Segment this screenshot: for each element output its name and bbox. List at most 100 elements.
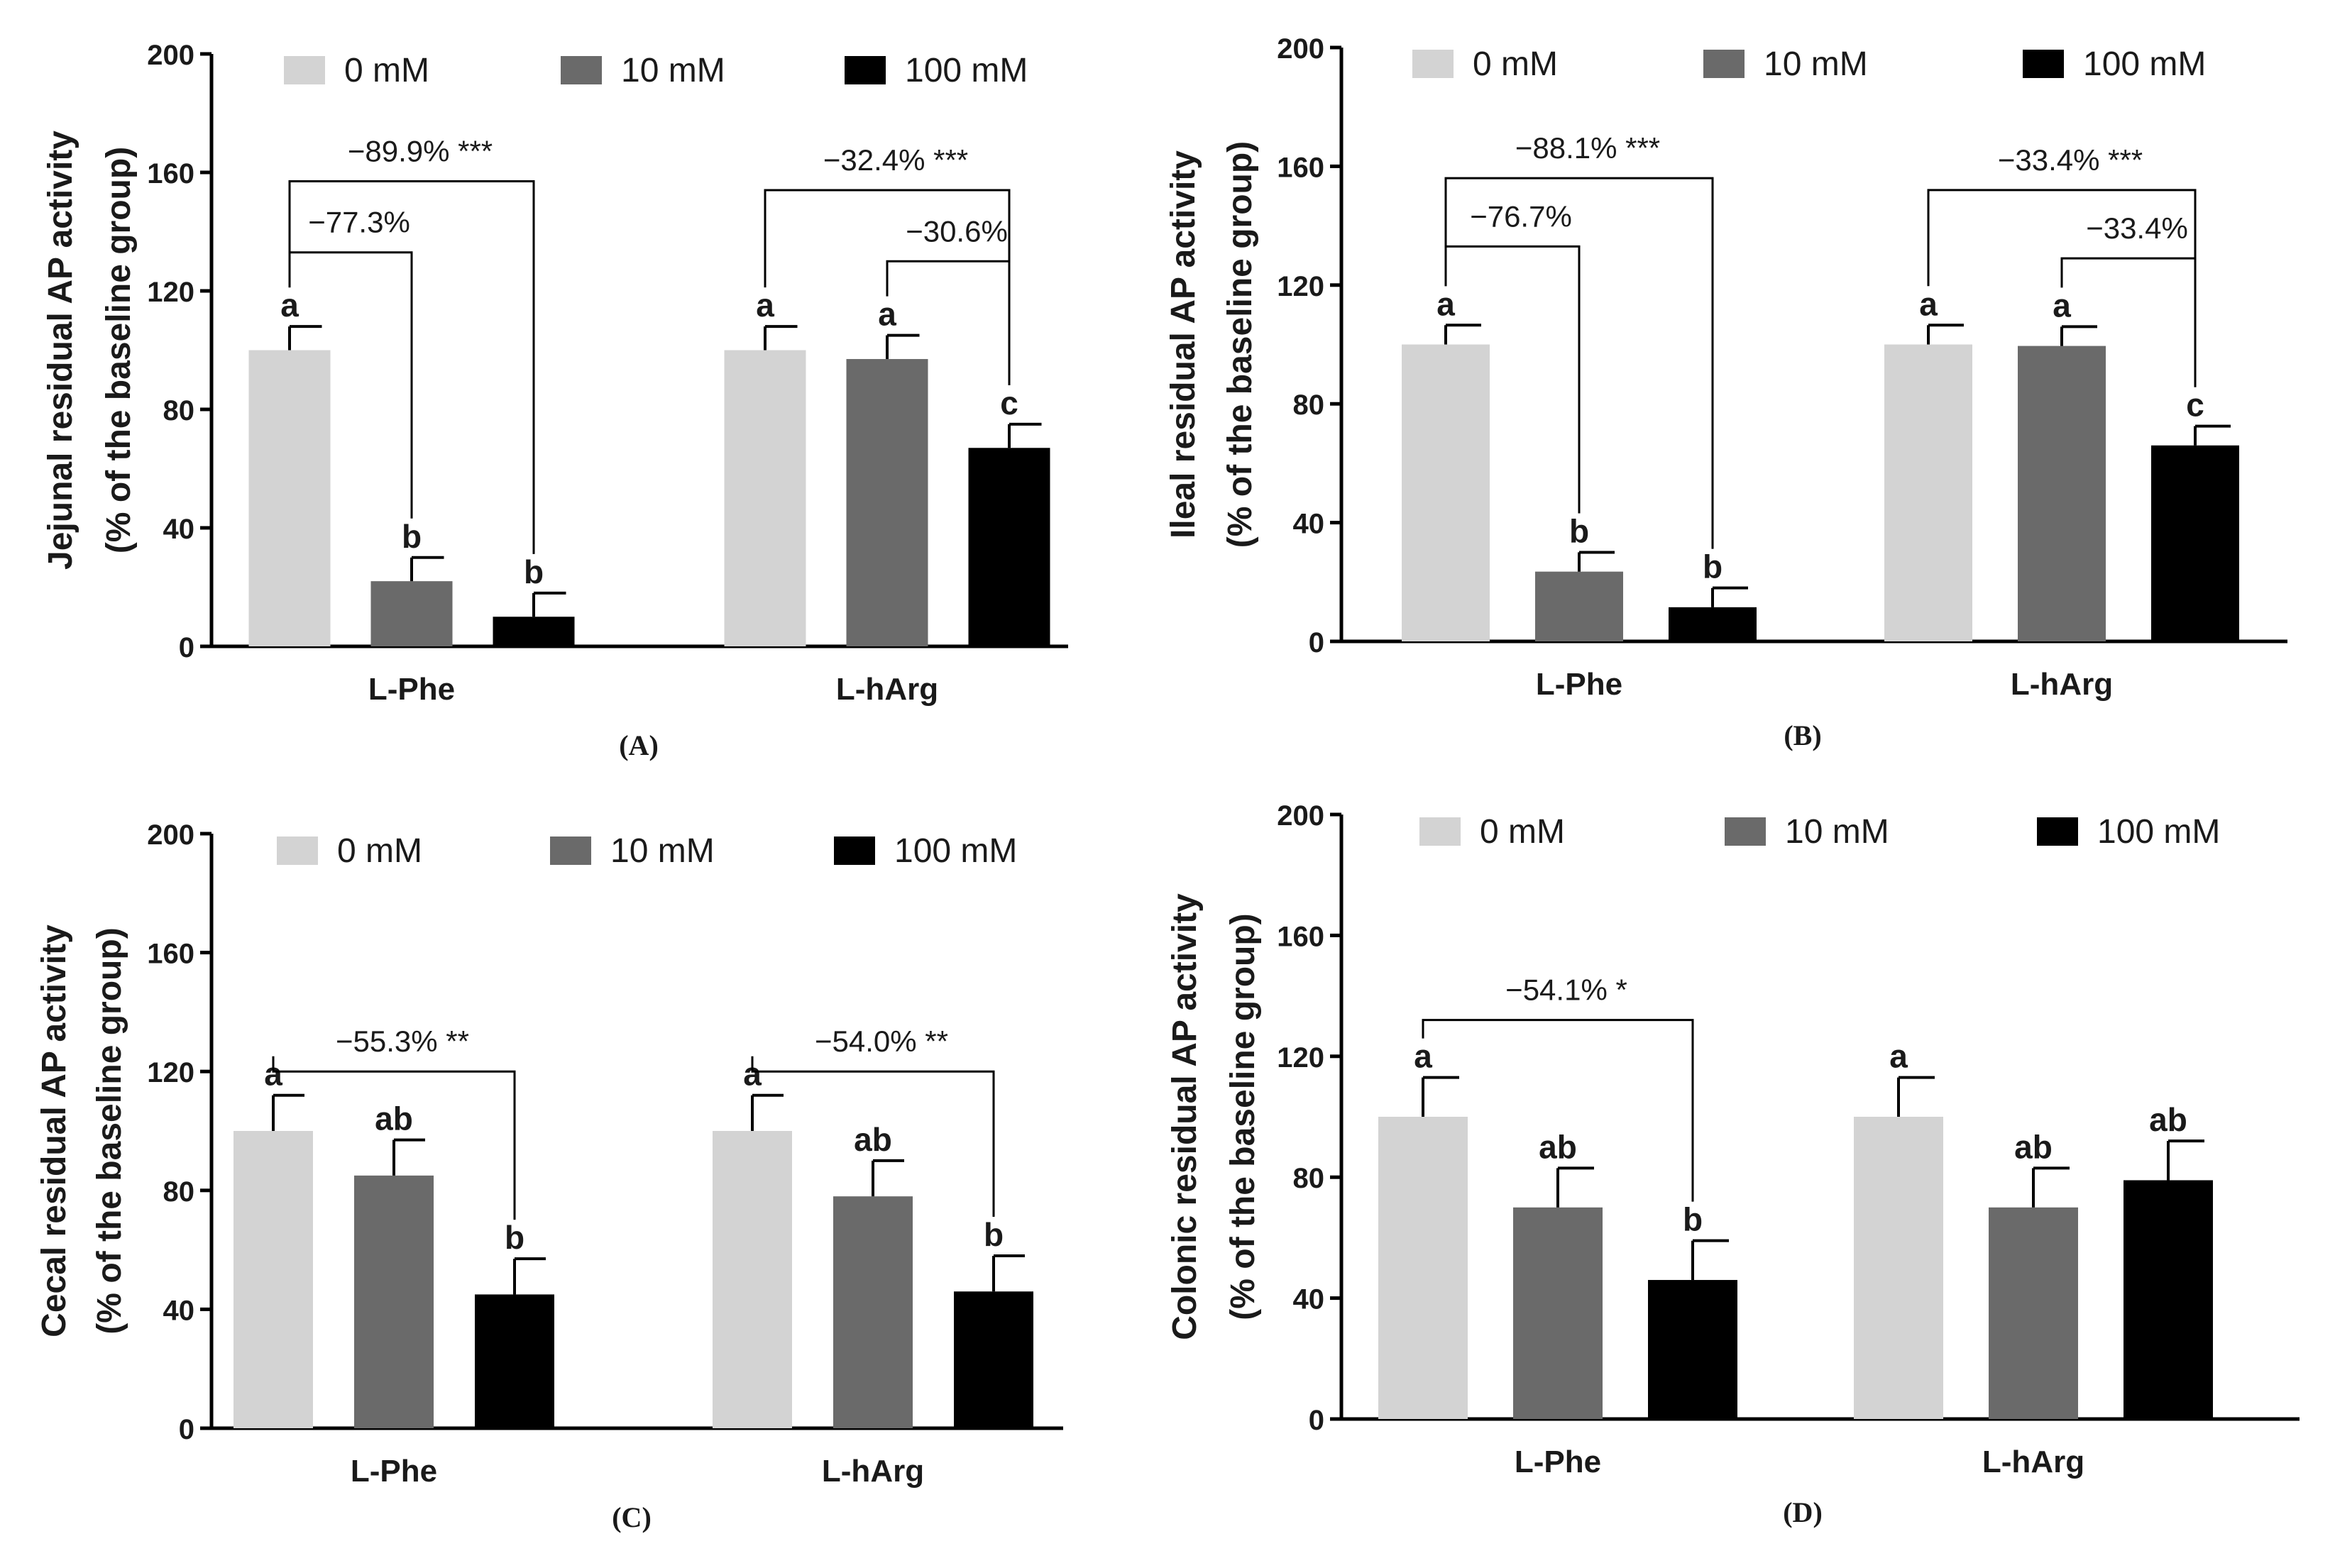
y-axis-label: (% of the baseline group): [91, 927, 128, 1334]
panel-label: (B): [1784, 719, 1821, 751]
bar: [968, 448, 1050, 646]
bar: [493, 617, 575, 646]
comparison-bracket: [1444, 177, 1714, 549]
y-tick-label: 40: [1293, 509, 1325, 540]
bar: [1669, 607, 1757, 641]
significance-letter: b: [1683, 1201, 1703, 1238]
legend-label: 10 mM: [1785, 813, 1889, 851]
significance-letter: ab: [1539, 1128, 1577, 1165]
y-tick-label: 80: [163, 1176, 195, 1208]
comparison-label: −76.7%: [1470, 199, 1572, 233]
significance-letter: a: [2053, 287, 2071, 324]
bar: [724, 350, 806, 646]
legend-label: 10 mM: [1764, 45, 1868, 83]
legend-label: 100 mM: [2083, 45, 2206, 83]
panel-label: (A): [619, 729, 659, 761]
significance-letter: a: [1436, 285, 1455, 322]
y-axis-label: Jejunal residual AP activity: [42, 131, 79, 570]
panel-a: 0 40 80 120 160 200 Jejunal residual AP activi…: [42, 40, 1068, 761]
y-tick-label: 160: [147, 158, 194, 189]
bar: [1989, 1207, 2078, 1419]
legend-label: 100 mM: [905, 52, 1028, 89]
significance-letter: b: [1569, 512, 1589, 549]
y-tick-label: 160: [147, 939, 194, 970]
x-tick-label: L-Phe: [368, 672, 455, 707]
significance-letter: a: [1919, 285, 1938, 322]
y-tick-label: 0: [1309, 627, 1324, 658]
comparison-label: −54.1% *: [1505, 973, 1627, 1007]
legend-swatch: [277, 837, 318, 865]
panel-c: 0 40 80 120 160 200 Cecal residual AP activity…: [35, 819, 1063, 1533]
significance-letter: ab: [2149, 1101, 2187, 1138]
comparison-label: −89.9% ***: [348, 135, 493, 168]
comparison-label: −30.6%: [906, 214, 1008, 248]
bar: [234, 1131, 313, 1428]
legend-swatch: [2023, 50, 2064, 78]
y-tick-label: 160: [1277, 921, 1324, 952]
x-tick-label: L-hArg: [836, 672, 938, 707]
y-tick-label: 120: [1277, 271, 1324, 302]
y-tick-label: 200: [147, 40, 194, 71]
bar: [833, 1196, 913, 1428]
comparison-bracket: [288, 251, 413, 519]
comparison-bracket: [1422, 1019, 1694, 1202]
panel-label: (C): [612, 1501, 652, 1533]
significance-letter: b: [505, 1219, 524, 1256]
comparison-bracket: [2060, 257, 2197, 387]
legend-label: 0 mM: [1473, 45, 1558, 83]
y-axis-label: Ileal residual AP activity: [1165, 150, 1202, 539]
legend-label: 100 mM: [2097, 813, 2220, 851]
comparison-label: −32.4% ***: [823, 143, 968, 177]
y-tick-label: 40: [163, 514, 195, 545]
y-tick-label: 120: [147, 1057, 194, 1088]
significance-letter: b: [1703, 548, 1723, 585]
bar: [2018, 346, 2106, 641]
significance-letter: c: [1000, 385, 1018, 421]
y-tick-label: 200: [1277, 800, 1324, 832]
comparison-label: −33.4%: [2086, 211, 2188, 245]
bar: [248, 350, 331, 646]
legend-swatch: [550, 837, 591, 865]
legend-swatch: [1725, 817, 1766, 846]
significance-letter: a: [878, 296, 896, 333]
comparison-label: −88.1% ***: [1515, 131, 1660, 165]
y-axis-label: Cecal residual AP activity: [35, 924, 73, 1337]
y-tick-label: 40: [163, 1295, 195, 1326]
y-tick-label: 200: [1277, 33, 1324, 65]
y-tick-label: 80: [1293, 1163, 1325, 1194]
bar: [846, 359, 928, 646]
comparison-label: −54.0% **: [815, 1025, 948, 1058]
significance-letter: a: [1414, 1038, 1432, 1075]
x-tick-label: L-hArg: [2011, 667, 2113, 702]
significance-letter: a: [1889, 1038, 1908, 1075]
legend-label: 10 mM: [610, 832, 715, 870]
y-axis-label: (% of the baseline group): [1224, 913, 1262, 1320]
legend-swatch: [561, 56, 602, 84]
y-axis-label: (% of the baseline group): [1221, 141, 1259, 548]
y-tick-label: 40: [1293, 1284, 1325, 1315]
y-tick-label: 120: [1277, 1042, 1324, 1073]
bar: [370, 581, 453, 646]
legend-label: 10 mM: [621, 52, 725, 89]
legend-swatch: [845, 56, 886, 84]
x-tick-label: L-Phe: [1515, 1445, 1601, 1479]
legend-swatch: [1412, 50, 1454, 78]
x-tick-label: L-hArg: [822, 1454, 924, 1489]
panel-b: 0 40 80 120 160 200 Ileal residual AP activity…: [1165, 33, 2287, 751]
significance-letter: a: [280, 287, 299, 324]
legend-swatch: [1703, 50, 1745, 78]
comparison-label: −77.3%: [308, 206, 410, 239]
bar: [475, 1294, 554, 1428]
y-tick-label: 80: [163, 395, 195, 426]
bar: [1535, 571, 1623, 641]
comparison-bracket: [1444, 245, 1581, 514]
significance-letter: ab: [2014, 1128, 2053, 1165]
bar: [1402, 344, 1490, 641]
panel-label: (D): [1783, 1496, 1823, 1528]
comparison-bracket: [751, 1056, 995, 1217]
bar: [713, 1131, 792, 1428]
panel-d: 0 40 80 120 160 200 Colonic residual AP activi…: [1166, 800, 2300, 1528]
legend-swatch: [2037, 817, 2078, 846]
bar: [1854, 1117, 1943, 1419]
y-tick-label: 80: [1293, 390, 1325, 421]
